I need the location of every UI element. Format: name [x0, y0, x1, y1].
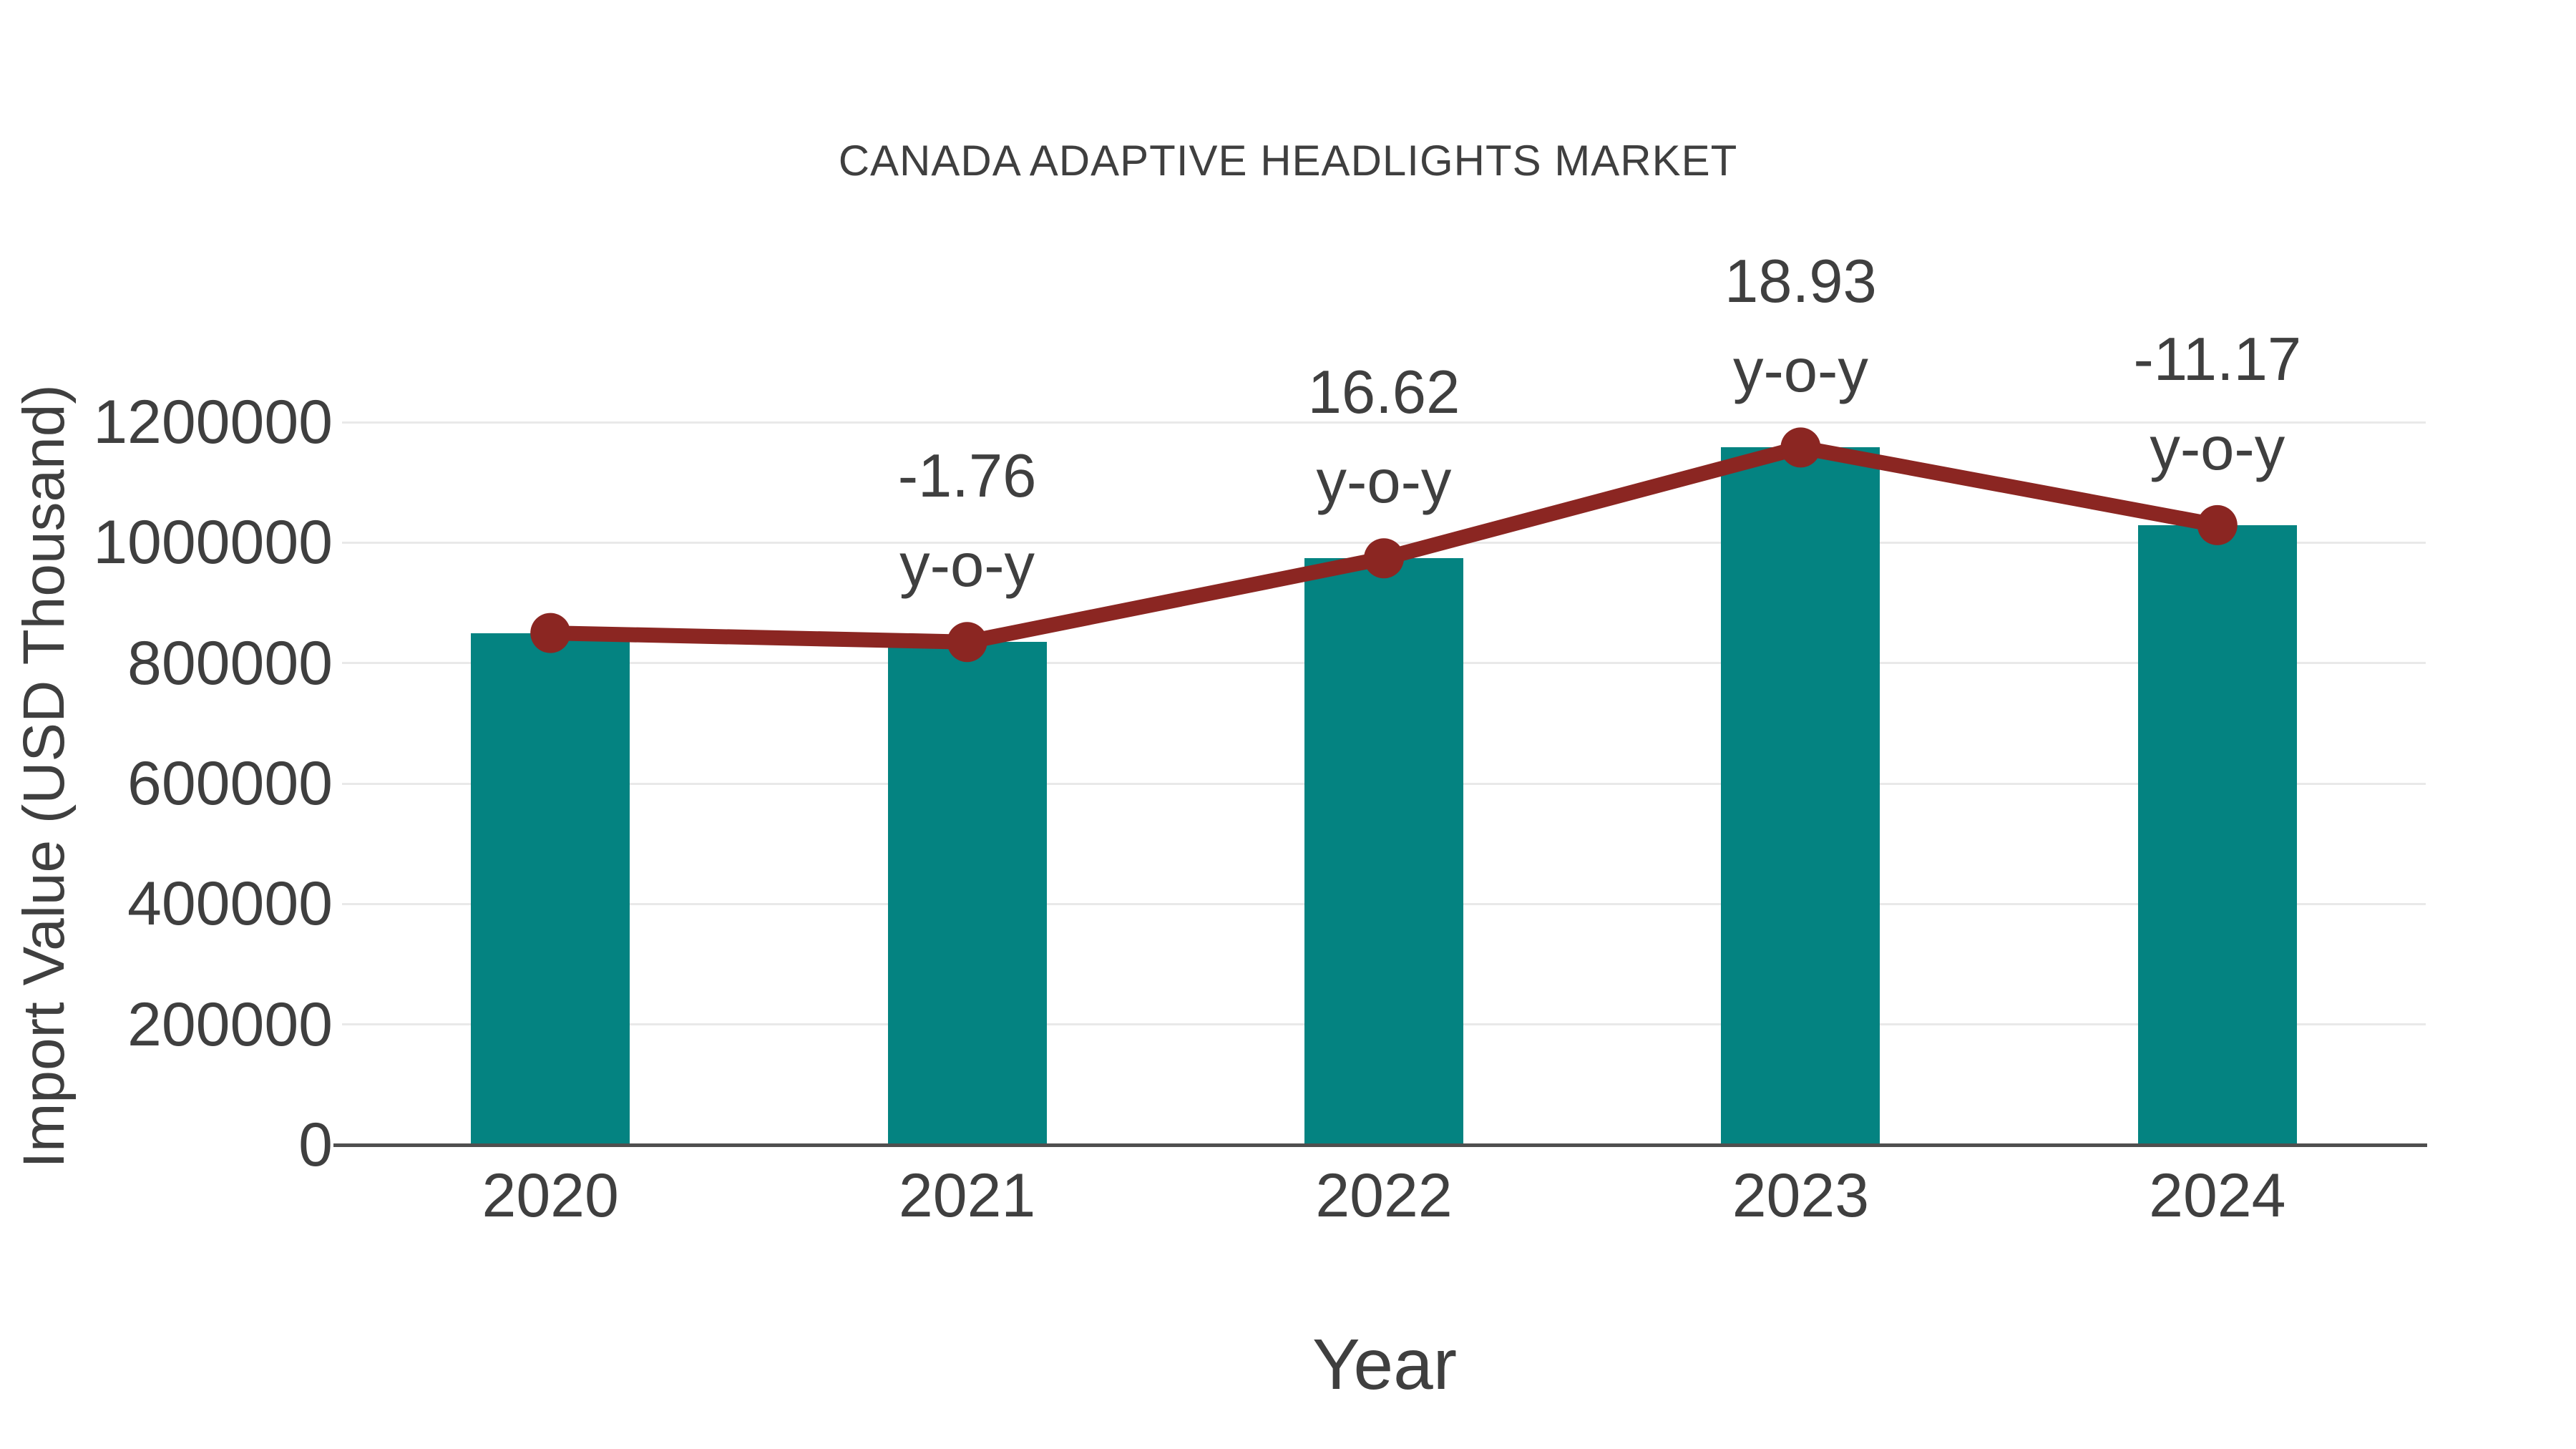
y-tick-label-0: 0	[298, 1111, 333, 1179]
y-tick-label-200000: 200000	[127, 990, 333, 1059]
x-tick-label-2022: 2022	[1315, 1161, 1453, 1230]
y-tick-label-1000000: 1000000	[93, 508, 333, 577]
x-axis-line	[333, 1143, 2427, 1147]
yoy-label-2024-unit: y-o-y	[2150, 414, 2285, 483]
bar-2020	[471, 633, 630, 1145]
bar-2021	[887, 642, 1047, 1145]
yoy-label-2024-value: -11.17	[2133, 325, 2302, 394]
yoy-label-2022-unit: y-o-y	[1316, 448, 1452, 517]
x-tick-label-2021: 2021	[898, 1161, 1036, 1230]
yoy-label-2022-value: 16.62	[1307, 358, 1460, 427]
x-axis-title: Year	[1312, 1324, 1458, 1405]
yoy-label-2023-value: 18.93	[1724, 248, 1877, 316]
y-tick-label-400000: 400000	[127, 869, 333, 939]
y-tick-label-1200000: 1200000	[93, 388, 333, 457]
x-tick-label-2024: 2024	[2149, 1161, 2286, 1230]
yoy-label-2021-unit: y-o-y	[899, 532, 1035, 600]
gridline-1200000	[342, 421, 2426, 424]
bar-2022	[1304, 558, 1463, 1145]
bar-2024	[2137, 525, 2297, 1145]
x-tick-label-2020: 2020	[482, 1161, 619, 1230]
yoy-label-2021-value: -1.76	[897, 442, 1037, 511]
bar-2023	[1721, 447, 1880, 1145]
yoy-label-2023-unit: y-o-y	[1732, 337, 1868, 406]
y-tick-label-600000: 600000	[127, 749, 333, 818]
x-tick-label-2023: 2023	[1732, 1161, 1870, 1230]
chart-title: CANADA ADAPTIVE HEADLIGHTS MARKET	[838, 137, 1738, 185]
y-tick-label-800000: 800000	[127, 628, 333, 698]
gridline-1000000	[342, 541, 2426, 544]
